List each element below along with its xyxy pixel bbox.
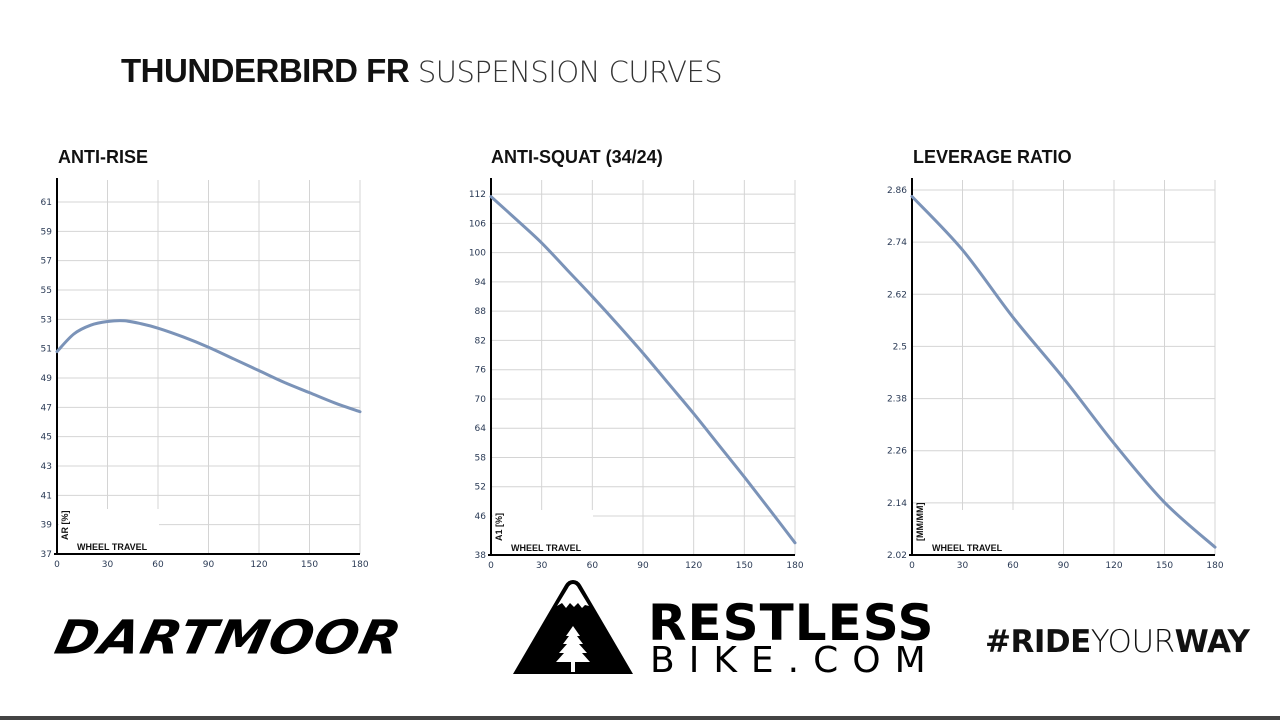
x-tick-label: 180	[1206, 561, 1223, 571]
x-tick-label: 0	[54, 560, 60, 570]
dartmoor-logo: DARTMOOR	[50, 611, 407, 665]
restless-logo-url: BIKE.COM	[650, 640, 940, 681]
x-tick-label: 0	[909, 561, 915, 571]
y-tick-label: 38	[475, 551, 487, 561]
x-tick-label: 90	[203, 560, 215, 570]
y-tick-label: 59	[41, 227, 53, 237]
y-tick-label: 37	[41, 550, 52, 560]
chart-title-leverage-ratio: LEVERAGE RATIO	[913, 147, 1072, 167]
x-tick-label: 120	[1105, 561, 1122, 571]
restless-mountain-logo-icon	[513, 580, 633, 674]
hashtag-part-ride: #RIDE	[985, 624, 1091, 660]
y-tick-label: 52	[475, 483, 486, 493]
y-tick-label: 82	[475, 336, 486, 346]
x-axis-label: WHEEL TRAVEL	[77, 542, 148, 552]
y-tick-label: 2.02	[887, 551, 907, 561]
x-tick-label: 180	[786, 561, 803, 571]
axis-label-background	[914, 510, 1014, 554]
x-tick-label: 30	[957, 561, 969, 571]
y-tick-label: 53	[41, 315, 52, 325]
y-tick-label: 2.14	[887, 499, 907, 509]
y-tick-label: 45	[41, 433, 52, 443]
y-tick-label: 41	[41, 491, 52, 501]
y-tick-label: 51	[41, 345, 52, 355]
axis-label-background	[59, 509, 159, 553]
y-tick-label: 112	[469, 190, 486, 200]
restless-logo-text: RESTLESS	[648, 594, 935, 652]
x-tick-label: 60	[152, 560, 164, 570]
y-tick-label: 64	[475, 424, 487, 434]
x-tick-label: 90	[637, 561, 649, 571]
y-axis-label: [MM/MM]	[915, 503, 925, 541]
y-tick-label: 43	[41, 462, 52, 472]
x-axis-label: WHEEL TRAVEL	[511, 543, 582, 553]
y-tick-label: 2.86	[887, 186, 907, 196]
y-tick-label: 70	[475, 395, 487, 405]
hashtag: #RIDEYOURWAY	[985, 624, 1250, 660]
y-tick-label: 94	[475, 278, 487, 288]
x-tick-label: 150	[1156, 561, 1173, 571]
x-tick-label: 30	[102, 560, 114, 570]
chart-1: 38 46 52 58 64 70 76 82 88 94 100 106 112 0 30 60 90 120 1…	[469, 178, 804, 571]
y-tick-label: 2.5	[893, 342, 907, 352]
y-tick-label: 47	[41, 403, 52, 413]
y-tick-label: 88	[475, 307, 487, 317]
y-tick-label: 57	[41, 257, 52, 267]
y-tick-label: 76	[475, 366, 487, 376]
y-tick-label: 39	[41, 521, 53, 531]
x-axis-label: WHEEL TRAVEL	[932, 543, 1003, 553]
y-tick-label: 2.38	[887, 395, 907, 405]
x-tick-label: 150	[736, 561, 753, 571]
x-tick-label: 60	[1007, 561, 1019, 571]
y-tick-label: 2.26	[887, 447, 907, 457]
chart-title-anti-squat: ANTI-SQUAT (34/24)	[491, 147, 663, 167]
y-tick-label: 46	[475, 512, 487, 522]
y-tick-label: 55	[41, 286, 52, 296]
x-tick-label: 30	[536, 561, 548, 571]
x-tick-label: 0	[488, 561, 494, 571]
x-tick-label: 180	[351, 560, 368, 570]
x-tick-label: 150	[301, 560, 318, 570]
hashtag-part-way: WAY	[1174, 624, 1250, 660]
x-tick-label: 90	[1058, 561, 1070, 571]
x-tick-label: 120	[685, 561, 702, 571]
page-title: THUNDERBIRD FR SUSPENSION CURVES	[121, 52, 723, 90]
axis-label-background	[493, 510, 593, 554]
chart-0: 37 39 41 43 45 47 49 51 53 55 57 59 61 0 30 60 90 120 150 1…	[41, 178, 369, 570]
y-tick-label: 58	[475, 453, 487, 463]
x-tick-label: 120	[250, 560, 267, 570]
chart-2: 2.02 2.14 2.26 2.38 2.5 2.62 2.74 2.86 0 30 60 90 12…	[887, 178, 1224, 571]
title-light: SUSPENSION CURVES	[417, 55, 723, 89]
bottom-bar	[0, 716, 1280, 720]
y-tick-label: 106	[469, 219, 486, 229]
y-tick-label: 61	[41, 198, 52, 208]
y-axis-label: A1 [%]	[494, 513, 504, 541]
y-tick-label: 2.74	[887, 238, 907, 248]
y-axis-label: AR [%]	[60, 511, 70, 541]
x-tick-label: 60	[587, 561, 599, 571]
hashtag-part-your: YOUR	[1090, 624, 1175, 660]
y-tick-label: 49	[41, 374, 53, 384]
chart-title-anti-rise: ANTI-RISE	[58, 147, 148, 167]
y-tick-label: 2.62	[887, 290, 907, 300]
y-tick-label: 100	[469, 249, 486, 259]
title-bold: THUNDERBIRD FR	[121, 52, 410, 89]
